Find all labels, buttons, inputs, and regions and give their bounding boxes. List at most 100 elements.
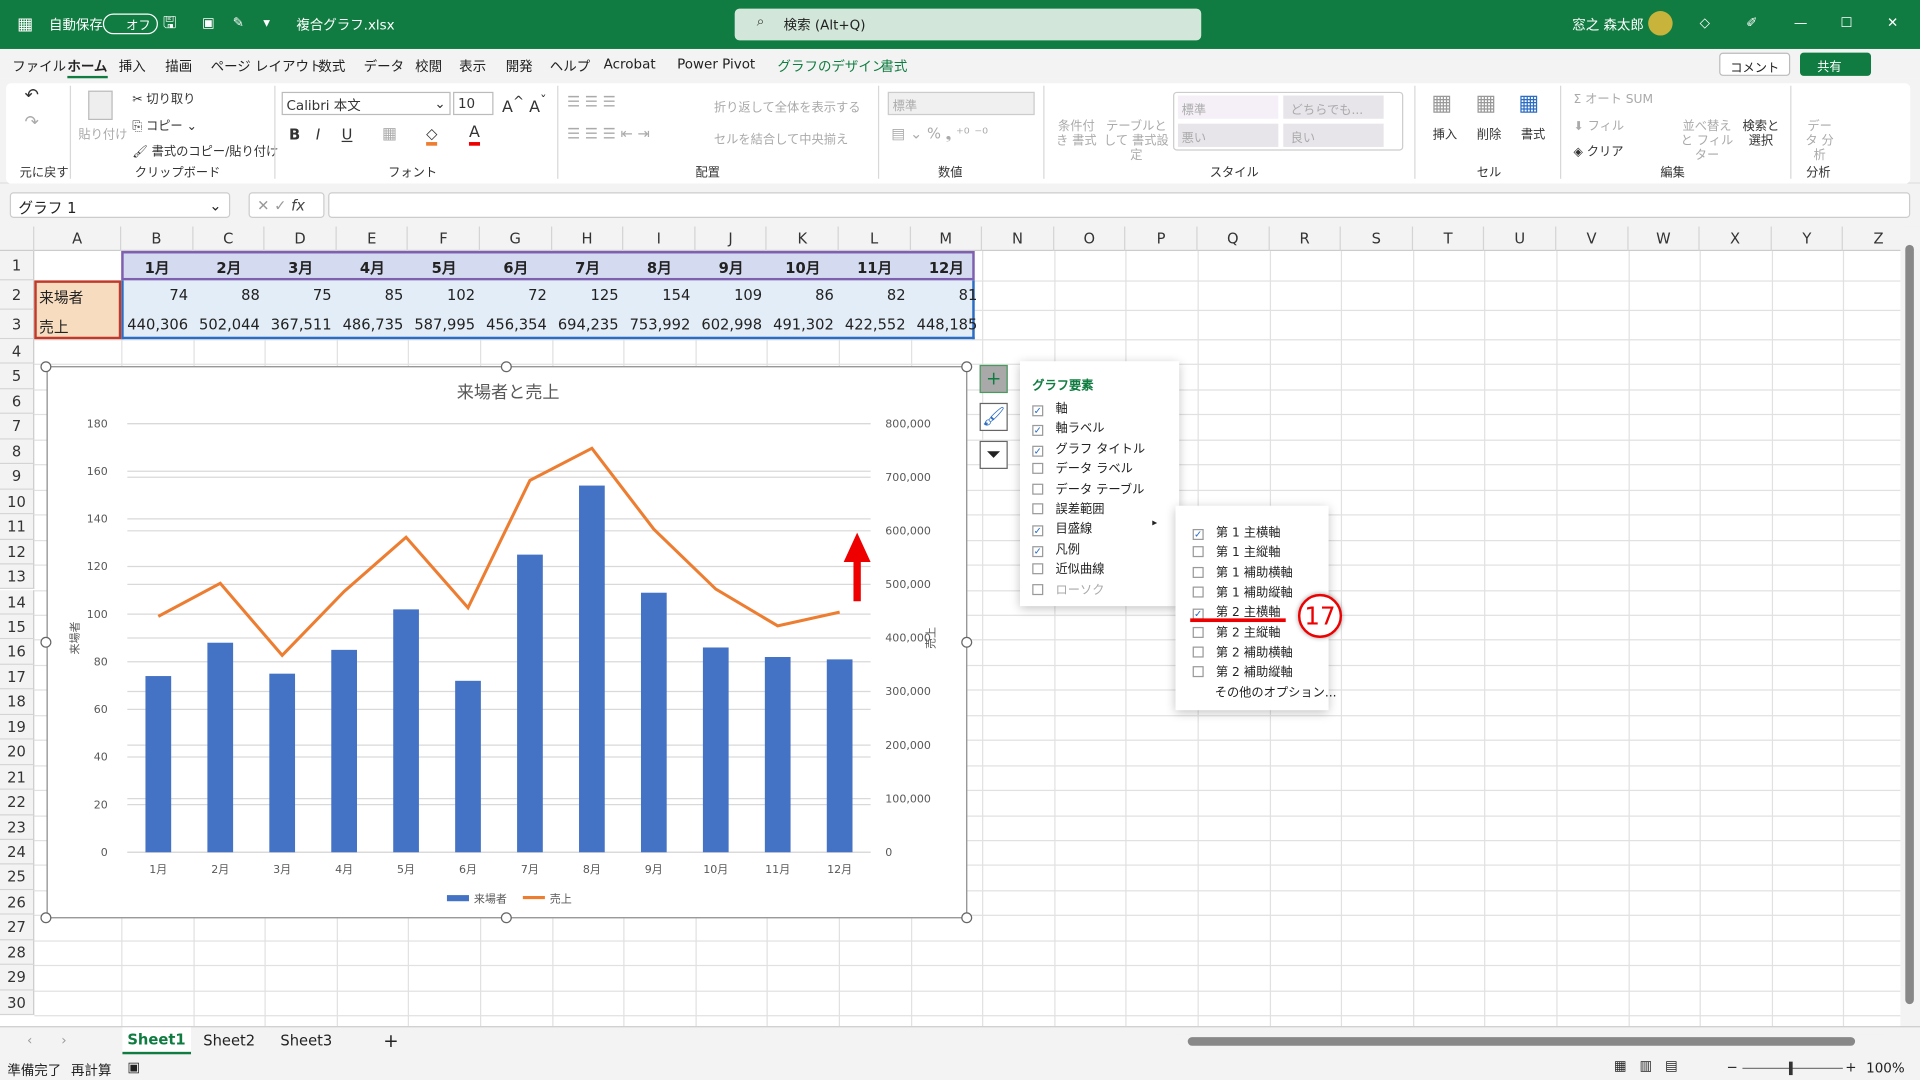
row-header[interactable]: 28 xyxy=(0,940,35,966)
visitors-cell[interactable]: 154 xyxy=(662,286,691,304)
column-header[interactable]: N xyxy=(982,226,1055,252)
customize-qat-icon[interactable]: ▾ xyxy=(263,14,271,31)
bar[interactable] xyxy=(269,673,296,853)
bar[interactable] xyxy=(331,649,357,853)
visitors-cell[interactable]: 125 xyxy=(590,286,619,304)
checkbox[interactable]: ✓ xyxy=(1032,405,1044,417)
gridline-option[interactable]: 第 2 主縦軸 xyxy=(1192,621,1280,640)
chart-element-item[interactable]: ✓ 目盛線 xyxy=(1032,518,1092,537)
delete-cells-icon[interactable]: ▦ xyxy=(1475,90,1497,117)
row-header[interactable]: 16 xyxy=(0,639,35,665)
column-header[interactable]: V xyxy=(1556,226,1629,252)
column-header[interactable]: W xyxy=(1628,226,1700,252)
column-header[interactable]: U xyxy=(1485,226,1557,252)
font-color-icon[interactable]: A xyxy=(468,124,480,146)
chart-element-item[interactable]: 近似曲線 xyxy=(1032,559,1104,577)
row-header[interactable]: 8 xyxy=(0,439,35,465)
column-header[interactable]: R xyxy=(1269,226,1342,252)
gridline-option[interactable]: 第 1 補助縦軸 xyxy=(1192,581,1293,600)
save-icon[interactable]: 🖫 xyxy=(162,14,177,34)
analyze-data-button[interactable]: データ 分析 xyxy=(1805,120,1834,163)
share-button[interactable]: 共有 xyxy=(1800,52,1872,76)
column-header[interactable]: I xyxy=(623,226,696,252)
sales-cell[interactable]: 422,552 xyxy=(844,315,906,334)
format-cells-icon[interactable]: ▦ xyxy=(1518,90,1540,117)
gridline-option[interactable]: ✓ 第 2 主横軸 xyxy=(1192,601,1280,620)
underline-button[interactable]: U xyxy=(341,126,353,144)
row-header[interactable]: 15 xyxy=(0,614,35,640)
minimize-icon[interactable]: — xyxy=(1793,14,1808,31)
y2-axis-title[interactable]: 売上 xyxy=(924,627,937,649)
row-header[interactable]: 22 xyxy=(0,789,35,815)
sheet-tab[interactable]: Sheet2 xyxy=(203,1032,256,1050)
gridline-option[interactable]: 第 1 補助横軸 xyxy=(1192,562,1293,580)
formula-buttons[interactable]: ✕ ✓ fx xyxy=(248,192,325,218)
menu-tab[interactable]: 開発 xyxy=(505,58,533,75)
legend-label[interactable]: 売上 xyxy=(550,892,572,905)
chart-element-item[interactable]: データ ラベル xyxy=(1032,458,1133,477)
month-header-cell[interactable]: 11月 xyxy=(857,259,893,277)
sheet-tab[interactable]: Sheet1 xyxy=(122,1027,191,1055)
sales-cell[interactable]: 440,306 xyxy=(127,315,189,334)
zoom-in-icon[interactable]: + xyxy=(1845,1059,1857,1076)
undo-icon[interactable]: ↶ xyxy=(24,85,39,106)
checkbox[interactable] xyxy=(1192,666,1204,678)
row-label-visitors[interactable]: 来場者 xyxy=(39,288,84,307)
resize-handle[interactable] xyxy=(40,912,52,924)
redo-icon[interactable]: ↷ xyxy=(24,112,39,133)
visitors-cell[interactable]: 102 xyxy=(447,286,476,304)
zoom-slider[interactable] xyxy=(1742,1061,1843,1076)
row-header[interactable]: 17 xyxy=(0,664,35,690)
row-header[interactable]: 4 xyxy=(0,339,35,365)
menu-tab[interactable]: データ xyxy=(363,58,405,75)
menu-tab[interactable]: 表示 xyxy=(459,58,487,75)
column-header[interactable]: J xyxy=(695,226,768,252)
chart-styles-brush-icon[interactable]: 🖌 xyxy=(979,402,1008,432)
column-header[interactable]: L xyxy=(839,226,911,252)
month-header-cell[interactable]: 9月 xyxy=(718,259,744,277)
menu-tab[interactable]: 描画 xyxy=(165,58,193,75)
select-all-corner[interactable] xyxy=(0,226,35,252)
row-header[interactable]: 9 xyxy=(0,464,35,490)
row-header[interactable]: 11 xyxy=(0,514,35,540)
column-header[interactable]: F xyxy=(408,226,480,252)
chart-element-item[interactable]: ローソク xyxy=(1032,579,1104,597)
resize-handle[interactable] xyxy=(40,361,52,373)
font-size-select[interactable]: 10 xyxy=(453,91,494,116)
checkbox[interactable] xyxy=(1192,626,1204,638)
row-header[interactable]: 30 xyxy=(0,990,35,1016)
bar[interactable] xyxy=(826,659,853,853)
column-header[interactable]: E xyxy=(336,226,409,252)
row-header[interactable]: 20 xyxy=(0,739,35,765)
row-header[interactable]: 24 xyxy=(0,840,35,866)
menu-tab[interactable]: 書式 xyxy=(880,58,908,75)
autosave-toggle[interactable]: オフ xyxy=(102,13,158,35)
month-header-cell[interactable]: 10月 xyxy=(785,259,821,277)
zoom-level[interactable]: 100% xyxy=(1866,1060,1905,1077)
column-header[interactable]: T xyxy=(1413,226,1485,252)
insert-cells-icon[interactable]: ▦ xyxy=(1431,90,1453,117)
paste-icon[interactable] xyxy=(88,90,113,121)
y-axis-title[interactable]: 来場者 xyxy=(68,621,81,654)
menu-tab[interactable]: 校閲 xyxy=(415,58,443,75)
gridline-option[interactable]: 第 2 補助縦軸 xyxy=(1192,661,1293,680)
format-painter-button[interactable]: 🖌 書式のコピー/貼り付け xyxy=(132,145,279,160)
row-header[interactable]: 2 xyxy=(0,280,35,310)
row-header[interactable]: 25 xyxy=(0,865,35,891)
gridline-option[interactable]: ✓ 第 1 主横軸 xyxy=(1192,522,1280,541)
menu-tab[interactable]: ヘルプ xyxy=(549,58,591,75)
sort-filter-button[interactable]: 並べ替えと フィルター xyxy=(1680,120,1734,163)
visitors-cell[interactable]: 81 xyxy=(958,286,978,304)
column-header[interactable]: K xyxy=(767,226,839,252)
combo-chart[interactable]: 0 20 40 60 80 100 120 140 160 180 0 100,000 200,000 3… xyxy=(46,366,968,919)
checkbox[interactable] xyxy=(1032,583,1044,595)
menu-tab[interactable]: ページ レイアウト xyxy=(210,58,323,75)
style-neutral[interactable]: どちらでも... xyxy=(1283,95,1384,119)
column-header[interactable]: B xyxy=(121,226,193,252)
gridline-option[interactable]: 第 2 補助横軸 xyxy=(1192,641,1293,660)
style-good[interactable]: 良い xyxy=(1283,123,1384,147)
chart-element-item[interactable]: ✓ 凡例 xyxy=(1032,539,1080,557)
column-header[interactable]: A xyxy=(34,226,122,252)
touch-mode-icon[interactable]: ▣ xyxy=(202,14,215,31)
sales-cell[interactable]: 456,354 xyxy=(486,315,547,334)
